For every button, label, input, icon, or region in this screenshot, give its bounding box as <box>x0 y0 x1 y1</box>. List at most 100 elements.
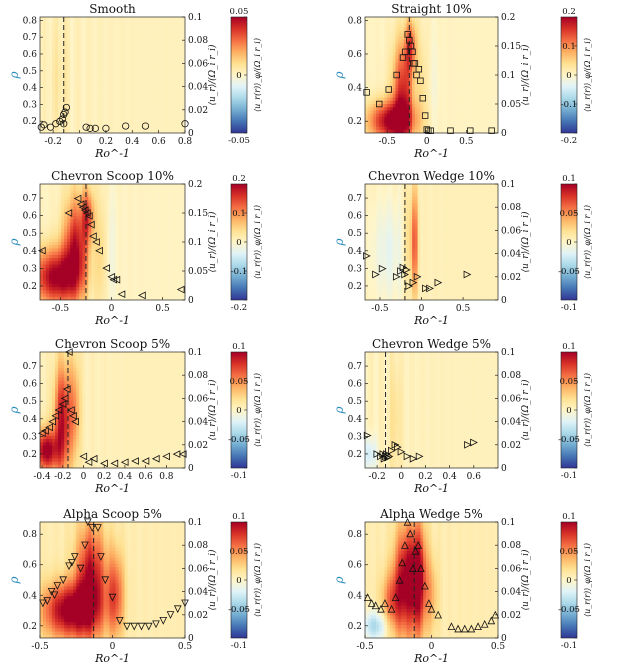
heatmap-cell <box>112 52 117 57</box>
heatmap-cell <box>58 65 62 70</box>
heatmap-cell <box>139 261 144 266</box>
heatmap-cell <box>439 20 444 25</box>
heatmap-cell <box>166 120 171 124</box>
heatmap-cell <box>76 84 80 89</box>
heatmap-cell <box>389 104 394 108</box>
heatmap-cell <box>425 29 430 34</box>
heatmap-cell <box>109 81 114 86</box>
heatmap-cell <box>392 26 397 31</box>
heatmap-cell <box>387 120 391 124</box>
heatmap-cell <box>76 254 80 259</box>
heatmap-cell <box>425 49 430 54</box>
heatmap-cell <box>420 62 424 66</box>
heatmap-cell <box>94 267 98 272</box>
heatmap-cell <box>389 49 394 54</box>
heatmap-cell <box>442 81 446 86</box>
heatmap-cell <box>486 104 491 108</box>
heatmap-cell <box>43 190 47 195</box>
heatmap-cell <box>484 71 488 76</box>
heatmap-cell <box>437 20 441 25</box>
heatmap-cell <box>387 26 391 31</box>
heatmap-cell <box>151 238 156 243</box>
heatmap-cell <box>425 55 430 60</box>
heatmap-cell <box>58 20 62 25</box>
heatmap-cell <box>49 264 53 269</box>
y-tick-label: 0.6 <box>348 50 363 60</box>
heatmap-cell <box>175 129 180 133</box>
heatmap-cell <box>437 58 441 63</box>
heatmap-cell <box>169 87 174 92</box>
heatmap-cell <box>112 187 117 192</box>
heatmap-cell <box>495 104 498 108</box>
heatmap-cell <box>142 36 147 41</box>
heatmap-cell <box>64 126 68 131</box>
heatmap-cell <box>401 46 405 50</box>
heatmap-cell <box>439 39 444 44</box>
heatmap-cell <box>97 264 102 269</box>
heatmap-cell <box>420 49 424 54</box>
heatmap-cell <box>67 33 71 37</box>
heatmap-cell <box>148 219 153 224</box>
heatmap-cell <box>370 20 374 25</box>
heatmap-cell <box>127 20 132 25</box>
heatmap-cell <box>395 23 399 28</box>
heatmap-cell <box>157 120 162 124</box>
heatmap-cell <box>475 65 480 70</box>
heatmap-cell <box>434 116 438 121</box>
heatmap-cell <box>61 39 65 44</box>
heatmap-cell <box>109 213 114 217</box>
heatmap-cell <box>370 129 374 133</box>
heatmap-cell <box>64 196 68 201</box>
heatmap-cell <box>43 84 47 89</box>
heatmap-cell <box>459 62 463 66</box>
heatmap-cell <box>94 190 98 195</box>
heatmap-cell <box>130 46 135 50</box>
heatmap-cell <box>100 94 105 99</box>
heatmap-cell <box>130 290 135 295</box>
heatmap-cell <box>392 97 397 102</box>
heatmap-cell <box>373 20 377 25</box>
heatmap-cell <box>448 110 452 115</box>
heatmap-cell <box>178 104 183 108</box>
heatmap-cell <box>67 126 71 131</box>
heatmap-cell <box>49 287 53 291</box>
heatmap-cell <box>401 26 405 31</box>
heatmap-cell <box>133 261 138 266</box>
heatmap-cell <box>178 87 183 92</box>
heatmap-cell <box>133 129 138 133</box>
heatmap-cell <box>85 290 89 295</box>
heatmap-cell <box>64 62 68 66</box>
heatmap-cell <box>154 62 159 66</box>
heatmap-cell <box>495 65 498 70</box>
heatmap-cell <box>133 78 138 83</box>
heatmap-cell <box>175 33 180 37</box>
heatmap-cell <box>389 36 394 41</box>
heatmap-cell <box>367 52 372 57</box>
heatmap-cell <box>118 187 123 192</box>
heatmap-cell <box>401 62 405 66</box>
heatmap-cell <box>61 190 65 195</box>
heatmap-cell <box>127 232 132 237</box>
heatmap-cell <box>130 104 135 108</box>
heatmap-cell <box>395 110 399 115</box>
heatmap-cell <box>103 222 108 227</box>
heatmap-cell <box>370 110 374 115</box>
heatmap-cell <box>384 49 388 54</box>
heatmap-cell <box>100 206 105 211</box>
heatmap-cell <box>103 232 108 237</box>
heatmap-cell <box>49 110 53 115</box>
data-point <box>419 95 426 102</box>
heatmap-cell <box>61 36 65 41</box>
heatmap-cell <box>373 75 377 79</box>
heatmap-cell <box>115 209 120 214</box>
y-tick-label: 0.3 <box>23 100 38 110</box>
heatmap-cell <box>73 33 77 37</box>
heatmap-cell <box>91 113 95 118</box>
heatmap-cell <box>169 84 174 89</box>
heatmap-cell <box>121 65 126 70</box>
heatmap-cell <box>46 287 50 291</box>
chart-panel: Chevron Scoop 10%-0.5 0 0.5Ro^-10.20.30.40… <box>7 169 262 327</box>
heatmap-cell <box>464 84 469 89</box>
heatmap-cell <box>151 213 156 217</box>
heatmap-cell <box>46 193 50 198</box>
